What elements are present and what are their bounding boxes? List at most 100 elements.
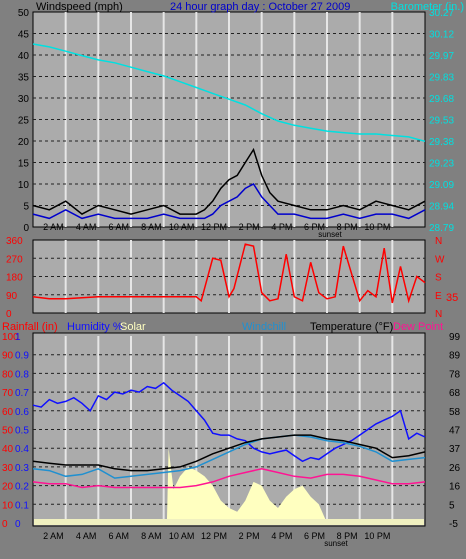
x-tick-label: 10 AM — [169, 531, 195, 541]
barometer-y-tick-label: 29.38 — [429, 137, 454, 148]
barometer-axis-label: Barometer (in.) — [391, 1, 464, 13]
barometer-y-tick-label: 29.53 — [429, 116, 454, 127]
x-tick-label: 2 PM — [239, 222, 260, 232]
humidity-panel-series — [32, 381, 426, 523]
temperature-y-tick-label: 37 — [449, 444, 461, 455]
temperature-y-tick-label: 47 — [449, 426, 461, 437]
wind-y-tick-label: 45 — [18, 30, 30, 41]
humidity-panel-grid — [33, 336, 425, 523]
legend-dew-point: Dew Point — [393, 321, 443, 333]
wind-y-ticks: 0 5 10 15 20 25 30 35 40 45 50 — [18, 8, 30, 234]
x-tick-label: 6 AM — [108, 222, 129, 232]
humidity-y-tick-label: 30 — [2, 463, 14, 474]
humidity-x-ticks: 2 AM 4 AM 6 AM 8 AM 10 AM 12 PM 2 PM 4 PM 6 PM 8 … — [43, 531, 390, 541]
x-tick-label: 10 PM — [364, 531, 390, 541]
sunset-label-2: sunset — [324, 539, 348, 548]
humidity-line — [32, 381, 426, 463]
x-tick-label: 8 PM — [337, 222, 358, 232]
barometer-y-tick-label: 28.94 — [429, 202, 454, 213]
x-tick-label: 8 AM — [141, 222, 162, 232]
temperature-y-tick-label: 78 — [449, 369, 461, 380]
rainfall-y-tick-label: 0.9 — [15, 351, 29, 362]
solar-area — [166, 448, 327, 523]
rainfall-y-tick-label: 0.5 — [15, 426, 29, 437]
legend-rainfall: Rainfall (in) — [2, 321, 58, 333]
rainfall-y-tick-label: 0.7 — [15, 388, 29, 399]
direction-y-tick-label: 270 — [6, 254, 23, 265]
temperature-y-tick-label: 5 — [449, 500, 455, 511]
wind-y-tick-label: 5 — [23, 202, 29, 213]
legend-temperature: Temperature (°F) — [310, 321, 393, 333]
legend-windchill: Windchill — [242, 321, 286, 333]
x-tick-label: 2 AM — [43, 531, 64, 541]
legend-humidity: Humidity % — [67, 321, 123, 333]
wind-y-tick-label: 10 — [18, 180, 30, 191]
temperature-y-tick-label: -5 — [449, 519, 458, 530]
rainfall-bar — [34, 519, 424, 525]
x-tick-label: 4 PM — [271, 222, 292, 232]
x-tick-label: 8 PM — [337, 531, 358, 541]
temperature-y-tick-label: 99 — [449, 332, 461, 343]
humidity-y-tick-label: 80 — [2, 369, 14, 380]
barometer-line — [32, 43, 426, 143]
barometer-y-tick-label: 29.68 — [429, 94, 454, 105]
x-tick-label: 12 PM — [201, 531, 227, 541]
humidity-y-tick-label: 70 — [2, 388, 14, 399]
compass-y-tick-label: W — [435, 254, 445, 265]
x-tick-label: 2 AM — [43, 222, 64, 232]
x-tick-label: 10 PM — [364, 222, 390, 232]
barometer-y-tick-label: 29.97 — [429, 51, 454, 62]
wind-y-tick-label: 15 — [18, 159, 30, 170]
wind-direction-line — [32, 243, 426, 304]
barometer-y-ticks: 28.79 28.94 29.09 29.23 29.38 29.53 29.68 29.83… — [429, 8, 454, 234]
x-tick-label: 8 AM — [141, 531, 162, 541]
direction-y-tick-label: 180 — [6, 273, 23, 284]
x-tick-label: 6 PM — [304, 222, 325, 232]
rainfall-y-tick-label: 0.2 — [15, 482, 29, 493]
humidity-y-tick-label: 10 — [2, 500, 14, 511]
x-tick-label: 6 PM — [304, 531, 325, 541]
rainfall-y-tick-label: 0.1 — [15, 500, 29, 511]
barometer-y-tick-label: 29.09 — [429, 180, 454, 191]
temperature-y-tick-label: 58 — [449, 407, 461, 418]
direction-y-tick-label: 90 — [6, 291, 18, 302]
compass-y-tick-label: E — [435, 291, 442, 302]
direction-y-ticks: 0 90 180 270 360 — [6, 236, 23, 320]
sunset-label-1: sunset — [318, 230, 342, 239]
rainfall-y-tick-label: 0 — [15, 519, 21, 530]
wind-axis-label: Windspeed (mph) — [36, 1, 123, 13]
barometer-y-tick-label: 30.27 — [429, 8, 454, 19]
direction-y-tick-label: 360 — [6, 236, 23, 247]
dew-point-line — [32, 468, 426, 489]
temperature-line — [32, 434, 426, 472]
wind-panel-series — [32, 43, 426, 220]
rainfall-y-tick-label: 0.8 — [15, 369, 29, 380]
x-tick-label: 2 PM — [239, 531, 260, 541]
graph-title: 24 hour graph day : October 27 2009 — [170, 1, 350, 13]
wind-x-ticks: 2 AM 4 AM 6 AM 8 AM 10 AM 12 PM 2 PM 4 PM 6 PM 8 … — [43, 222, 390, 232]
humidity-y-tick-label: 50 — [2, 426, 14, 437]
wind-y-tick-label: 30 — [18, 94, 30, 105]
compass-y-tick-label: S — [435, 273, 442, 284]
x-tick-label: 4 AM — [76, 531, 97, 541]
temperature-y-tick-label: 68 — [449, 388, 461, 399]
compass-y-tick-label: N — [435, 309, 442, 320]
windchill-line — [32, 434, 426, 479]
x-tick-label: 6 AM — [108, 531, 129, 541]
humidity-y-tick-label: 0 — [2, 519, 8, 530]
temperature-y-tick-label: 26 — [449, 463, 461, 474]
rainfall-y-ticks: 0 0.1 0.2 0.3 0.4 0.5 0.6 0.7 0.8 0.9 1 — [15, 332, 29, 530]
wind-y-tick-label: 35 — [18, 73, 30, 84]
rainfall-y-tick-label: 0.4 — [15, 444, 29, 455]
humidity-y-tick-label: 60 — [2, 407, 14, 418]
barometer-y-tick-label: 30.12 — [429, 30, 454, 41]
wind-speed-line — [32, 183, 426, 220]
humidity-y-tick-label: 20 — [2, 482, 14, 493]
wind-y-tick-label: 25 — [18, 116, 30, 127]
humidity-y-tick-label: 40 — [2, 444, 14, 455]
rainfall-y-tick-label: 0.6 — [15, 407, 29, 418]
rainfall-y-tick-label: 0.3 — [15, 463, 29, 474]
